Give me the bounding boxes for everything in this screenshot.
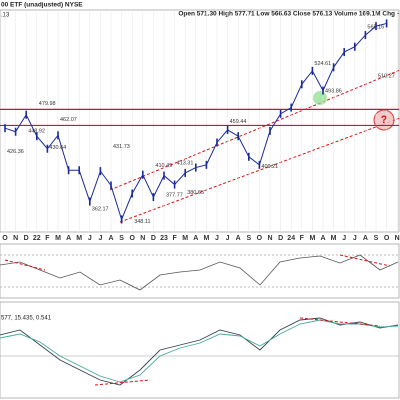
- x-tick-label: M: [331, 235, 337, 242]
- chart-title: 00 ETF (unadjusted) NYSE: [1, 2, 83, 9]
- channel-upper: [109, 69, 400, 191]
- price-annotation: 510.27: [378, 74, 395, 80]
- price-annotation: 409.21: [261, 164, 278, 170]
- x-tick-label: 23: [160, 235, 168, 242]
- x-tick-label: D: [151, 235, 156, 242]
- x-tick-label: 22: [33, 235, 41, 242]
- x-tick-label: J: [98, 235, 102, 242]
- x-tick-label: N: [267, 235, 272, 242]
- macd-panel: [0, 301, 400, 399]
- price-line: [4, 22, 387, 221]
- x-tick-label: A: [193, 235, 198, 242]
- x-tick-label: M: [309, 235, 315, 242]
- rsi-line: [0, 254, 399, 291]
- x-tick-label: M: [182, 235, 188, 242]
- x-tick-label: M: [203, 235, 209, 242]
- x-tick-label: S: [119, 235, 124, 242]
- price-annotation: 413.31: [177, 161, 194, 167]
- x-tick-label: F: [45, 235, 50, 242]
- price-annotation: 426.36: [7, 149, 24, 155]
- price-annotation: 448.92: [28, 129, 45, 135]
- price-annotation: 459.44: [230, 119, 247, 125]
- x-tick-label: F: [300, 235, 305, 242]
- price-panel: [0, 9, 400, 233]
- x-tick-label: F: [172, 235, 177, 242]
- x-tick-label: O: [2, 235, 8, 242]
- price-annotation: 377.77: [166, 192, 183, 198]
- corner-label: .13: [1, 13, 10, 19]
- price-annotation: 348.11: [134, 219, 150, 225]
- price-annotation: 410.49: [155, 163, 172, 169]
- x-tick-label: A: [66, 235, 71, 242]
- rsi-divergence: [339, 254, 391, 267]
- chart-subtitle: Open 571.30 High 577.71 Low 566.63 Close…: [178, 11, 399, 18]
- price-annotation: 380.65: [187, 190, 204, 196]
- price-annotation: 362.17: [92, 206, 109, 212]
- x-tick-label: A: [320, 235, 325, 242]
- x-tick-label: S: [246, 235, 251, 242]
- x-tick-label: S: [374, 235, 379, 242]
- macd-divergence: [94, 379, 151, 386]
- x-tick-label: J: [88, 235, 92, 242]
- x-tick-label: A: [363, 235, 368, 242]
- question-mark: ?: [381, 114, 388, 126]
- x-tick-label: A: [236, 235, 241, 242]
- x-tick-label: N: [13, 235, 18, 242]
- macd-divergence: [299, 317, 381, 327]
- price-annotation: 479.98: [39, 101, 56, 107]
- price-annotation: 430.64: [49, 145, 66, 151]
- x-tick-label: M: [76, 235, 82, 242]
- x-tick-label: J: [226, 235, 230, 242]
- x-tick-label: N: [140, 235, 145, 242]
- rsi-panel: [0, 243, 400, 299]
- price-annotation: 462.07: [60, 117, 77, 123]
- x-tick-label: O: [257, 235, 263, 242]
- x-tick-label: D: [24, 235, 29, 242]
- x-tick-label: M: [55, 235, 61, 242]
- x-tick-label: 24: [287, 235, 295, 242]
- x-tick-label: D: [278, 235, 283, 242]
- x-tick-label: A: [108, 235, 113, 242]
- price-annotation: 565.16: [367, 25, 384, 31]
- price-annotation: 431.73: [113, 144, 130, 150]
- price-annotation: 524.61: [314, 61, 331, 67]
- x-tick-label: O: [384, 235, 390, 242]
- price-annotation: 493.86: [325, 88, 342, 94]
- x-tick-label: J: [353, 235, 357, 242]
- x-tick-label: J: [215, 235, 219, 242]
- x-tick-label: N: [395, 235, 400, 242]
- x-tick-label: J: [342, 235, 346, 242]
- x-tick-label: O: [129, 235, 135, 242]
- indicator-label: 577, 15.435, 0.541: [1, 316, 52, 322]
- rsi-divergence: [4, 259, 46, 271]
- signal-line: [0, 319, 399, 383]
